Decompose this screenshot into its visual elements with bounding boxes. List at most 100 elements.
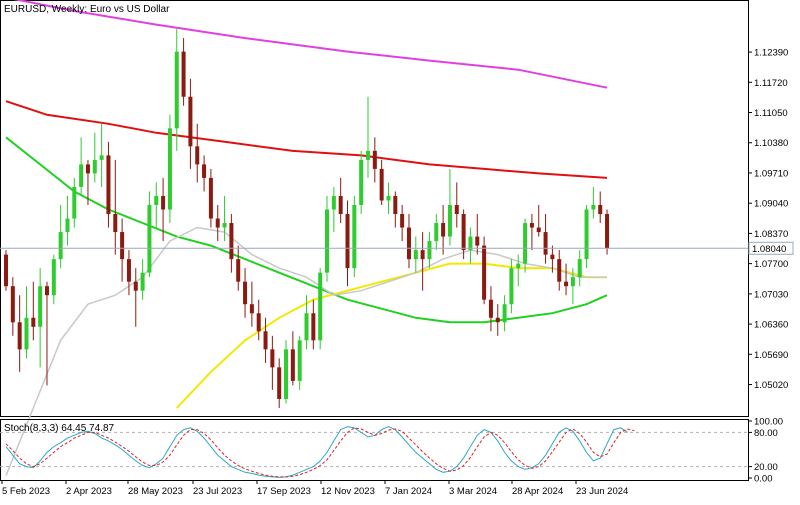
candle-body: [447, 204, 452, 237]
candle-body: [161, 195, 166, 210]
candle-body: [352, 204, 357, 269]
candle: [249, 281, 254, 327]
price-tick-label: 1.10380: [754, 138, 788, 149]
price-tick-label: 1.07700: [754, 259, 788, 270]
candle-body: [106, 155, 111, 215]
candle: [427, 232, 432, 269]
candle-body: [516, 263, 521, 269]
time-tick-label: 28 Apr 2024: [512, 486, 563, 497]
time-tick-label: 2 Apr 2023: [66, 486, 112, 497]
candle: [386, 182, 391, 215]
candle: [447, 168, 452, 246]
candle-body: [222, 223, 227, 228]
price-tick-label: 1.12390: [754, 48, 788, 59]
candle: [58, 204, 63, 269]
candle-body: [338, 195, 343, 215]
candle-body: [475, 236, 480, 246]
candle-body: [570, 277, 575, 287]
candle-body: [502, 304, 507, 323]
candle: [564, 263, 569, 296]
price-axis: 1.12390 1.11720 1.11050 1.10380 1.09710 1.090…: [748, 48, 794, 391]
candle-body: [277, 367, 282, 399]
candle: [605, 209, 610, 255]
main-plot-border: [0, 0, 749, 417]
candle: [147, 191, 152, 278]
candle: [372, 137, 377, 183]
candle-body: [304, 313, 309, 341]
time-axis: 5 Feb 2023 2 Apr 2023 28 May 2023 23 Jul 20…: [1, 480, 628, 497]
candle-body: [174, 51, 179, 129]
candle-body: [454, 204, 459, 215]
candle: [543, 214, 548, 264]
time-tick-label: 5 Feb 2023: [2, 486, 50, 497]
candle: [413, 236, 418, 273]
stochastic-panel-frame: [0, 419, 749, 481]
candle: [126, 250, 131, 296]
candle: [557, 250, 562, 291]
stochastic-plot-border: [0, 419, 749, 481]
candle-body: [126, 259, 131, 282]
moving-average-red-line: [5, 100, 608, 179]
candle: [352, 195, 357, 278]
candle: [51, 254, 56, 305]
price-tick-label: 1.11720: [754, 78, 788, 89]
price-tick-label: 1.05020: [754, 380, 788, 391]
candle-body: [92, 159, 97, 174]
candle: [140, 259, 145, 300]
candle-body: [359, 159, 364, 205]
candle-body: [605, 214, 610, 249]
candle-body: [584, 209, 589, 260]
candle-body: [113, 214, 118, 233]
candle-body: [331, 195, 336, 210]
candle: [284, 340, 289, 404]
candle-body: [441, 223, 446, 237]
candle-body: [372, 150, 377, 169]
candle-body: [10, 286, 15, 323]
candle-body: [536, 227, 541, 233]
candle: [591, 186, 596, 219]
candle-body: [365, 150, 370, 160]
candle: [502, 295, 507, 332]
time-tick-label: 3 Mar 2024: [449, 486, 497, 497]
price-tick-label: 1.09710: [754, 168, 788, 179]
candle-body: [290, 349, 295, 381]
candle: [24, 286, 29, 359]
candle: [420, 232, 425, 291]
candle-body: [297, 340, 302, 381]
candle: [318, 268, 323, 350]
candle-body: [208, 177, 213, 219]
candle: [345, 200, 350, 287]
candle: [550, 245, 555, 273]
candle: [325, 195, 330, 282]
candle-body: [17, 322, 22, 350]
candle: [113, 159, 118, 255]
candle: [161, 177, 166, 242]
candle: [243, 268, 248, 318]
stochastic-lines: [5, 426, 635, 478]
candle-body: [215, 218, 220, 228]
candle-body: [427, 241, 432, 260]
moving-average-magenta-line: [13, 0, 608, 89]
candle-body: [420, 250, 425, 260]
stochastic-main-line: [5, 426, 628, 478]
candle-body: [468, 236, 473, 251]
candle-body: [461, 214, 466, 251]
candle-body: [318, 272, 323, 341]
time-tick-label: 28 May 2023: [128, 486, 183, 497]
candle: [202, 155, 207, 192]
candle: [256, 299, 261, 341]
candle: [290, 331, 295, 386]
candle: [338, 177, 343, 224]
candle: [331, 186, 336, 233]
candle: [174, 29, 179, 151]
candle: [65, 195, 70, 246]
candle: [31, 281, 36, 341]
candle-body: [413, 250, 418, 260]
candle-body: [325, 209, 330, 273]
candle-body: [379, 168, 384, 201]
time-tick-label: 12 Nov 2023: [321, 486, 375, 497]
candle-body: [249, 304, 254, 314]
stochastic-tick-label: 0.00: [754, 474, 773, 485]
candle: [38, 268, 43, 368]
candle-body: [434, 223, 439, 242]
